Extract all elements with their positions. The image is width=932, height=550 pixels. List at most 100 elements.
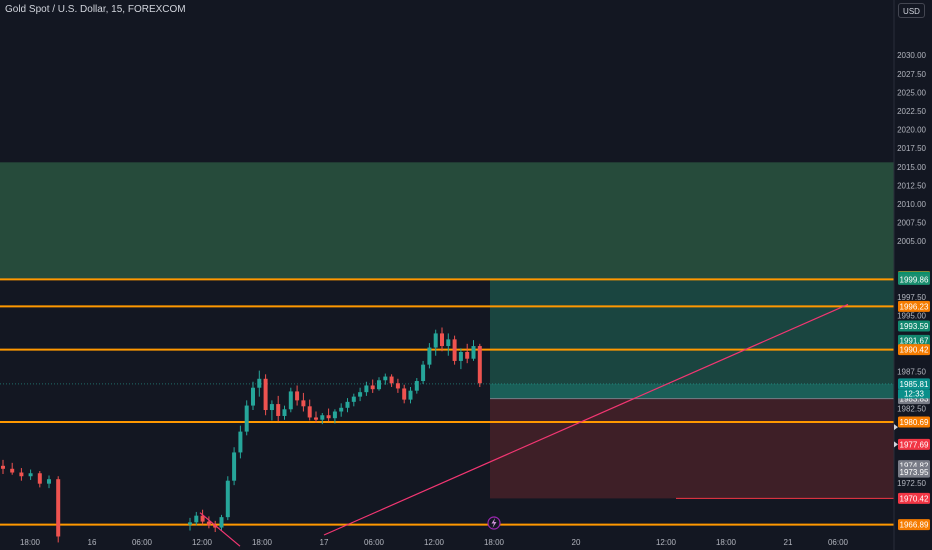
price-tag[interactable]: 1991.67 xyxy=(898,334,930,346)
candle-body xyxy=(326,415,331,419)
price-tick-label: 2020.00 xyxy=(897,126,926,135)
candle xyxy=(307,399,312,421)
candle xyxy=(10,462,15,475)
candle xyxy=(370,379,375,393)
candle xyxy=(238,425,243,459)
countdown-tag: 12:33 xyxy=(898,389,930,399)
trend-line-old[interactable] xyxy=(199,512,241,547)
currency-button[interactable]: USD xyxy=(898,3,925,18)
candle xyxy=(47,475,51,489)
candle xyxy=(37,471,42,488)
price-tag[interactable]: 1990.42 xyxy=(898,344,930,356)
candle-body xyxy=(377,380,381,390)
candle-body xyxy=(301,400,306,407)
price-tick-label: 1997.50 xyxy=(897,293,926,302)
candle-body xyxy=(440,333,444,347)
candle-body xyxy=(320,415,325,420)
long-position-profit-zone[interactable] xyxy=(490,279,894,399)
drawing-zones xyxy=(0,162,894,499)
price-tag-label: 1974.82 xyxy=(900,462,929,471)
price-tag[interactable]: 1977.69 xyxy=(898,438,930,450)
time-tick-label: 12:00 xyxy=(656,538,677,547)
candle xyxy=(314,411,318,423)
candle xyxy=(326,408,331,422)
candle-body xyxy=(395,383,400,389)
candle xyxy=(427,343,432,369)
price-tag-background xyxy=(898,273,930,285)
candle-body xyxy=(28,473,33,477)
candle-body xyxy=(244,405,249,432)
price-tag[interactable]: 1966.89 xyxy=(898,519,930,531)
long-position-loss-zone[interactable] xyxy=(490,398,894,499)
trend-line[interactable] xyxy=(323,303,849,536)
candle-body xyxy=(47,479,51,484)
candle-body xyxy=(257,378,262,388)
candle xyxy=(440,327,444,352)
price-tick-label: 2012.50 xyxy=(897,181,926,190)
candle xyxy=(1,459,5,475)
candle xyxy=(351,393,356,407)
price-tag[interactable]: 1996.23 xyxy=(898,300,930,312)
time-tick-label: 18:00 xyxy=(20,538,41,547)
candle-body xyxy=(370,385,375,390)
candle xyxy=(263,374,268,416)
candle-body xyxy=(465,352,470,359)
price-tag-label: 1970.42 xyxy=(900,494,929,503)
lightning-event-icon[interactable] xyxy=(487,516,501,530)
countdown-background xyxy=(898,389,930,399)
price-tick-label: 2022.50 xyxy=(897,107,926,116)
candle-body xyxy=(446,339,451,347)
price-tag[interactable]: 1993.59 xyxy=(898,320,930,332)
price-tag-label: 1980.69 xyxy=(900,418,929,427)
current-pnl-zone xyxy=(490,383,894,399)
overlay-drawings xyxy=(199,303,849,547)
candle-body xyxy=(402,388,407,400)
price-tick-label: 2017.50 xyxy=(897,144,926,153)
candle-body xyxy=(452,339,457,361)
price-tag[interactable]: 1999.86 xyxy=(898,273,930,285)
candle-body xyxy=(276,404,281,416)
candle xyxy=(206,516,211,529)
candle-body xyxy=(19,472,24,477)
price-tag-background xyxy=(898,334,930,346)
candle xyxy=(219,514,224,531)
time-tick-label: 20 xyxy=(572,538,581,547)
candle xyxy=(56,476,61,543)
candle-body xyxy=(37,473,42,484)
time-tick-label: 18:00 xyxy=(716,538,737,547)
candle xyxy=(452,335,457,365)
candle-body xyxy=(251,387,255,406)
candle-body xyxy=(345,401,350,408)
candle xyxy=(465,343,470,364)
time-tick-label: 18:00 xyxy=(484,538,505,547)
price-tag-background xyxy=(898,466,930,478)
candle xyxy=(433,329,438,356)
candle-body xyxy=(1,465,5,469)
lightning-bolt-icon xyxy=(491,518,497,528)
price-tag[interactable]: 1980.69 xyxy=(898,416,930,428)
candle-body xyxy=(427,347,432,365)
candle-body xyxy=(408,390,413,400)
symbol-title[interactable]: Gold Spot / U.S. Dollar, 15, FOREXCOM xyxy=(5,4,186,15)
price-tag-background xyxy=(898,492,930,504)
price-tag[interactable]: 1973.95 xyxy=(898,466,930,478)
price-tag[interactable]: 1970.42 xyxy=(898,492,930,504)
price-tick-label: 1995.00 xyxy=(897,312,926,321)
price-tick-label: 1987.50 xyxy=(897,367,926,376)
price-tag-label: 1999.86 xyxy=(900,275,929,284)
price-tag-background xyxy=(898,378,930,390)
supply-zone[interactable] xyxy=(0,162,894,280)
candle xyxy=(421,360,426,384)
price-tag[interactable]: 1985.81 xyxy=(898,378,930,390)
candle xyxy=(295,385,300,406)
candle xyxy=(200,509,205,525)
candle xyxy=(477,343,482,387)
candle xyxy=(244,400,249,436)
candle xyxy=(345,398,350,413)
candle xyxy=(471,340,476,361)
price-tick-label: 2005.00 xyxy=(897,237,926,246)
candle xyxy=(389,374,394,387)
candle-body xyxy=(263,378,268,411)
